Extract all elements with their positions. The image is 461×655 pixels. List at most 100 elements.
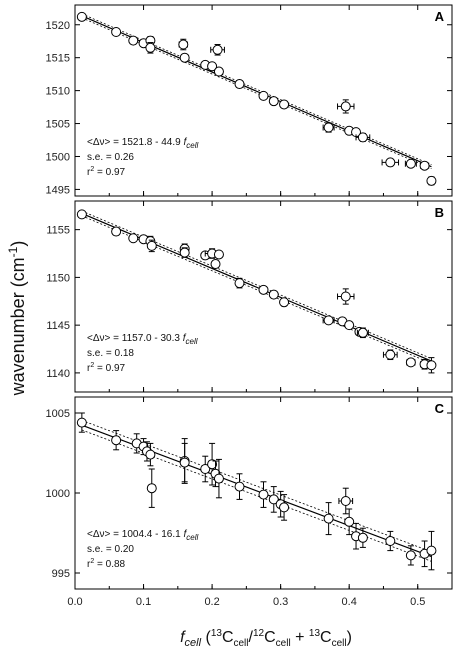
y-tick-label: 1145 [46,320,70,332]
data-point [76,11,87,22]
y-axis-label: wavenumber (cm-1) [6,241,28,397]
data-point [258,90,269,101]
fit-band-upper [81,13,432,166]
data-point [357,532,368,543]
data-point [200,464,211,474]
data-point [279,99,290,110]
data-point [340,101,351,112]
data-point [128,35,139,46]
standard-error: s.e. = 0.20 [87,544,134,555]
panel-a: 1495 1500 1505 1510 1515 1520 A <Δν> = 1521.8 -… [46,4,453,197]
fit-band-upper [81,210,432,360]
plot-frame [74,200,453,393]
x-tick-label: 0.5 [410,596,425,608]
data-point [426,360,437,371]
y-tick-label: 995 [52,568,70,580]
x-tick-label: 0.2 [204,596,219,608]
data-point [279,502,290,513]
data-point [357,327,368,338]
data-point [268,494,279,505]
data-point [344,516,355,527]
data-point [213,473,224,484]
data-point [179,52,190,63]
data-point [323,122,334,133]
fit-equation: <Δν> = 1157.0 - 30.3 fcell [87,333,198,346]
standard-error: s.e. = 0.26 [87,152,134,163]
data-point [111,27,122,38]
data-point [128,233,139,244]
data-point [234,278,245,289]
y-tick-label: 1495 [46,184,70,196]
data-point [426,545,437,556]
data-point [145,42,156,53]
data-point [179,457,190,468]
data-point [340,496,351,506]
y-tick-label: 1505 [46,119,70,131]
r-squared: r2 = 0.88 [87,558,126,570]
data-point [385,157,396,168]
y-tick-label: 1150 [46,272,70,284]
data-point [76,417,87,428]
data-point [405,357,416,368]
data-point [258,489,269,500]
data-point [344,320,355,331]
x-axis-label: fcell (13Ccell/12Ccell + 13Ccell) [180,628,352,649]
data-point [385,536,396,546]
data-point [268,289,279,300]
panel-letter: A [435,9,445,24]
data-point [268,96,279,107]
fit-equation: <Δν> = 1004.4 - 16.1 fcell [87,529,198,542]
y-tick-label: 1515 [46,53,70,65]
data-point [323,315,334,326]
data-point [234,79,245,90]
data-point [234,481,245,492]
data-point [385,349,396,360]
data-point [207,61,218,72]
y-tick-label: 1140 [46,368,70,380]
data-point [179,247,190,258]
y-tick-label: 1510 [46,86,70,98]
data-point [111,435,122,446]
panel-c: 0.0 0.1 0.2 0.3 0.4 0.5 995 1000 1005 C <Δν> = 100… [46,396,453,608]
data-point [405,550,416,561]
data-point [146,483,157,494]
x-tick-label: 0.3 [273,596,288,608]
data-point [340,291,351,302]
data-point [207,459,218,470]
data-point [145,449,156,460]
data-point [405,158,416,169]
data-point [178,39,189,50]
data-point [212,44,223,55]
data-point [426,175,437,186]
panel-b: 1140 1145 1150 1155 B <Δν> = 1157.0 - 30.3 fc… [46,200,453,393]
data-point [323,513,334,524]
y-tick-label: 1155 [46,225,70,237]
data-point [357,132,368,143]
r-squared: r2 = 0.97 [87,166,126,178]
data-point [76,209,87,220]
data-point [213,249,224,260]
fit-band-lower [81,429,432,562]
fit-band-lower [81,215,432,364]
standard-error: s.e. = 0.18 [87,348,134,359]
r-squared: r2 = 0.97 [87,362,126,374]
y-tick-label: 1520 [46,20,70,32]
data-point [419,160,430,171]
fit-band-lower [81,17,432,170]
plot-frame [74,4,453,197]
x-tick-label: 0.4 [342,596,357,608]
y-tick-label: 1005 [46,408,70,420]
y-tick-label: 1000 [46,488,70,500]
fit-equation: <Δν> = 1521.8 - 44.9 fcell [87,137,198,150]
panel-letter: C [435,401,445,416]
data-point [258,284,269,295]
y-tick-label: 1500 [46,151,70,163]
data-point [279,297,290,308]
panel-letter: B [435,205,444,220]
data-point [210,259,221,270]
data-point [111,226,122,237]
data-point [146,240,157,251]
x-tick-label: 0.1 [136,596,151,608]
x-tick-label: 0.0 [67,596,82,608]
